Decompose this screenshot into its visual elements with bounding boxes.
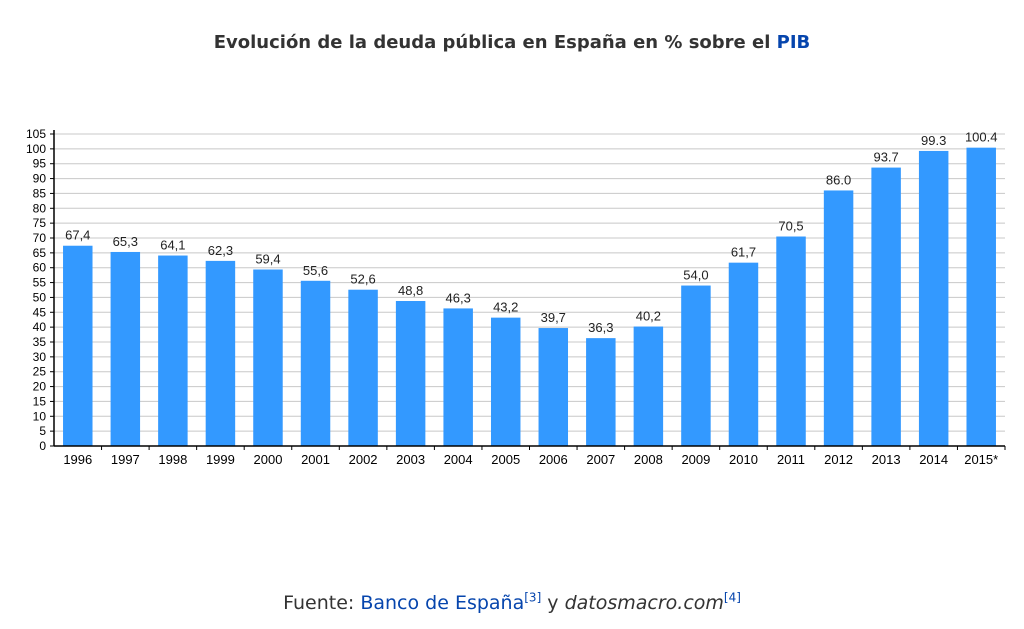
x-tick-label: 2000 <box>254 452 283 467</box>
data-label: 86.0 <box>826 172 851 187</box>
x-tick-label: 2005 <box>491 452 520 467</box>
pib-link[interactable]: PIB <box>776 32 811 53</box>
y-tick-label: 25 <box>33 365 47 379</box>
y-tick-label: 55 <box>33 276 47 290</box>
y-tick-label: 50 <box>33 290 47 304</box>
y-tick-label: 70 <box>33 231 47 245</box>
data-label: 62,3 <box>208 243 233 258</box>
bar <box>490 317 521 446</box>
source-connector: y <box>541 592 565 614</box>
bar <box>110 251 141 446</box>
bar <box>681 285 711 446</box>
y-tick-label: 100 <box>26 142 46 156</box>
data-label: 70,5 <box>778 219 803 234</box>
chart-title-text: Evolución de la deuda pública en España … <box>213 32 777 53</box>
banco-de-espana-link[interactable]: Banco de España <box>360 592 525 614</box>
data-label: 55,6 <box>303 263 328 278</box>
data-label: 40,2 <box>636 309 661 324</box>
data-label: 99.3 <box>921 133 946 148</box>
x-tick-label: 2008 <box>634 452 663 467</box>
x-tick-label: 2004 <box>444 452 473 467</box>
y-tick-label: 20 <box>33 380 47 394</box>
x-tick-label: 2009 <box>681 452 710 467</box>
x-tick-label: 2014 <box>919 452 948 467</box>
y-tick-label: 105 <box>26 127 46 141</box>
x-tick-label: 2001 <box>301 452 330 467</box>
data-label: 43,2 <box>493 300 518 315</box>
y-tick-label: 95 <box>33 157 47 171</box>
chart-title: Evolución de la deuda pública en España … <box>0 32 1024 53</box>
x-tick-label: 1996 <box>63 452 92 467</box>
y-tick-label: 80 <box>33 201 47 215</box>
data-label: 59,4 <box>255 251 280 266</box>
x-tick-label: 2007 <box>586 452 615 467</box>
y-tick-label: 30 <box>33 350 47 364</box>
y-tick-label: 85 <box>33 186 47 200</box>
y-tick-label: 90 <box>33 172 47 186</box>
bar <box>633 326 664 446</box>
y-tick-label: 10 <box>33 409 47 423</box>
bar <box>871 167 901 446</box>
data-label: 65,3 <box>113 234 138 249</box>
bar <box>823 190 854 446</box>
y-tick-label: 65 <box>33 246 47 260</box>
x-tick-label: 2012 <box>824 452 853 467</box>
bar <box>300 280 331 446</box>
bar <box>395 300 426 446</box>
bar <box>348 289 378 446</box>
bar <box>586 338 616 446</box>
data-label: 46,3 <box>446 290 471 305</box>
x-tick-label: 2003 <box>396 452 425 467</box>
reference-4[interactable]: [4] <box>723 590 741 605</box>
bar <box>776 236 806 446</box>
data-label: 93.7 <box>873 150 898 165</box>
data-label: 52,6 <box>350 272 375 287</box>
y-tick-label: 40 <box>33 320 47 334</box>
source-prefix: Fuente: <box>283 592 361 614</box>
bar <box>158 255 188 446</box>
data-label: 100.4 <box>965 130 998 145</box>
datosmacro-source: datosmacro.com <box>564 592 724 614</box>
x-tick-label: 2010 <box>729 452 758 467</box>
data-label: 67,4 <box>65 228 90 243</box>
x-tick-label: 2006 <box>539 452 568 467</box>
bar <box>63 245 93 446</box>
data-label: 54,0 <box>683 268 708 283</box>
data-label: 39,7 <box>541 310 566 325</box>
x-tick-label: 1997 <box>111 452 140 467</box>
bar <box>253 269 283 446</box>
x-tick-label: 1998 <box>158 452 187 467</box>
bar <box>918 150 949 447</box>
source-footer: Fuente: Banco de España[3] y datosmacro.… <box>0 592 1024 614</box>
reference-3[interactable]: [3] <box>524 590 542 605</box>
x-tick-label: 2011 <box>777 452 805 467</box>
y-tick-label: 15 <box>33 394 47 408</box>
y-tick-label: 45 <box>33 305 47 319</box>
data-label: 36,3 <box>588 320 613 335</box>
data-label: 48,8 <box>398 283 423 298</box>
data-label: 64,1 <box>160 238 185 253</box>
x-tick-label: 1999 <box>206 452 235 467</box>
y-tick-label: 5 <box>39 424 46 438</box>
data-label: 61,7 <box>731 245 756 260</box>
x-tick-label: 2015* <box>964 452 998 467</box>
x-tick-label: 2002 <box>349 452 378 467</box>
bar <box>966 147 996 446</box>
bar <box>728 262 759 446</box>
bar <box>205 260 236 446</box>
y-tick-label: 35 <box>33 335 47 349</box>
bar <box>443 308 473 446</box>
y-tick-label: 75 <box>33 216 47 230</box>
bar <box>538 328 569 446</box>
y-tick-label: 0 <box>39 439 46 453</box>
x-tick-label: 2013 <box>872 452 901 467</box>
y-tick-label: 60 <box>33 261 47 275</box>
